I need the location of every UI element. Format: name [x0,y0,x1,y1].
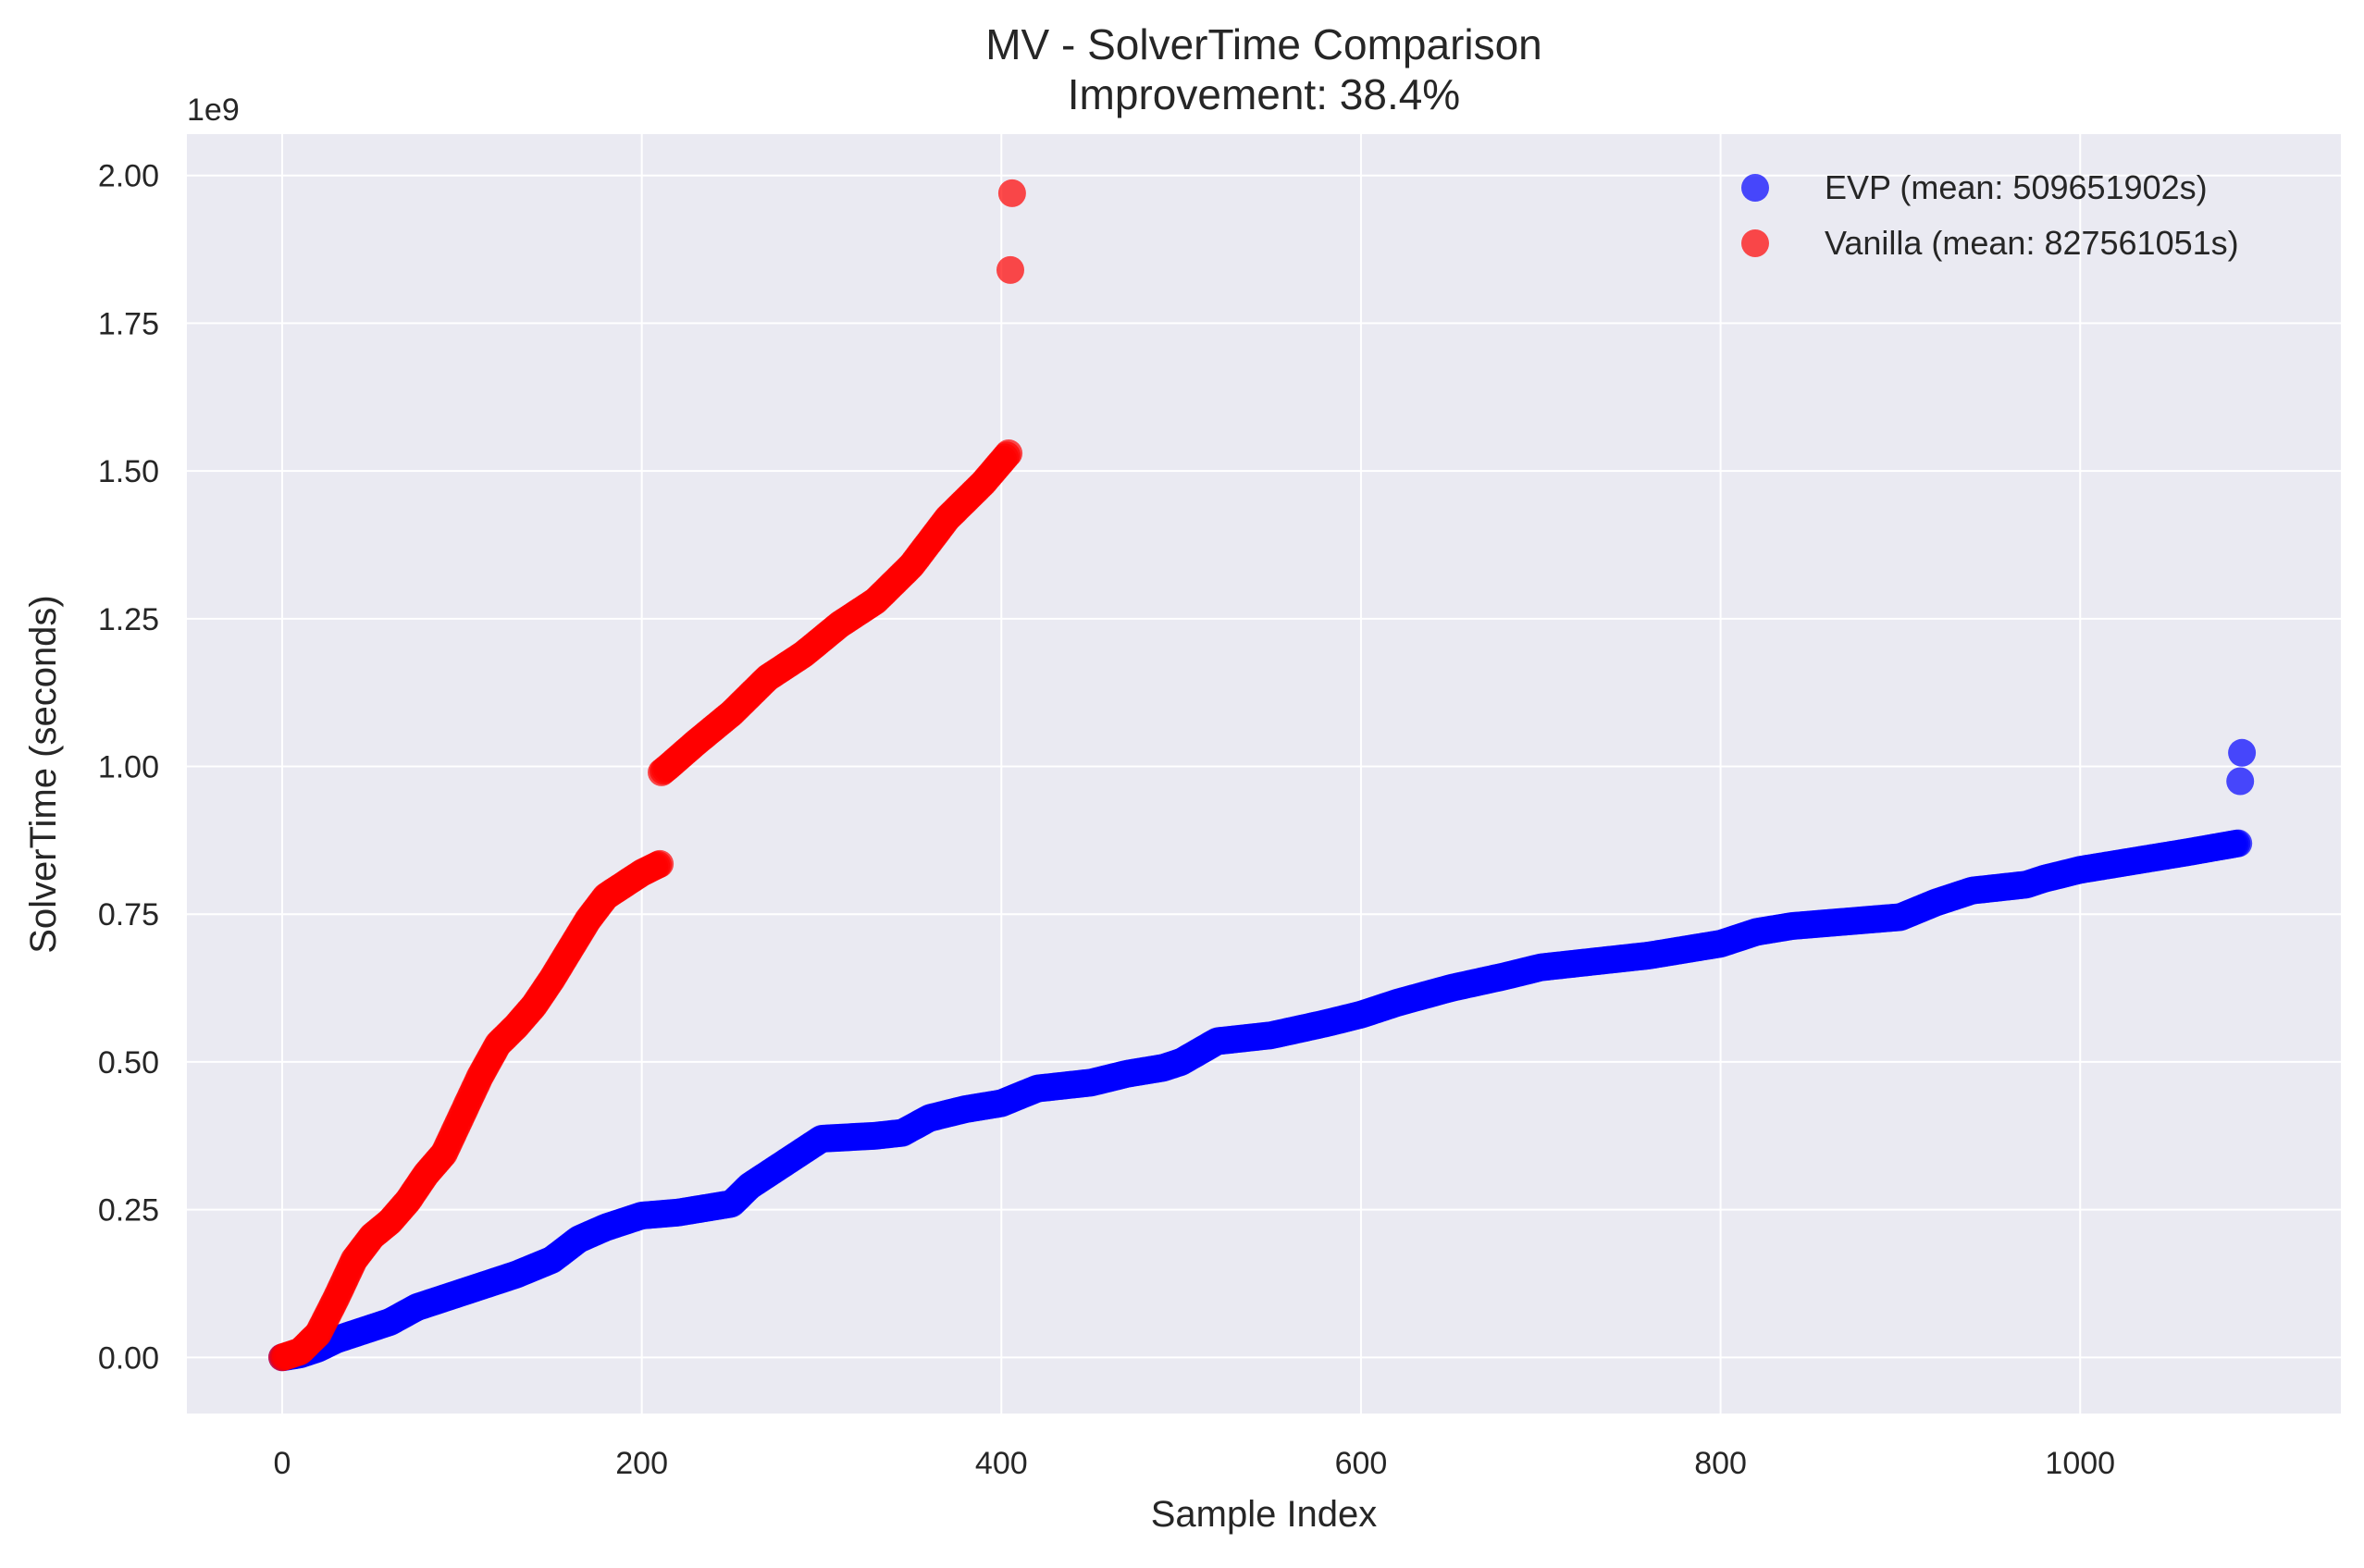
x-tick-label: 400 [975,1446,1028,1481]
y-tick-label: 1.50 [98,454,159,489]
x-tick-label: 200 [615,1446,668,1481]
outlier-point [2228,738,2257,767]
x-axis-label: Sample Index [1151,1494,1378,1535]
legend-marker-evp [1741,174,1769,202]
legend-marker-vanilla [1741,229,1769,257]
y-tick-label: 1.00 [98,750,159,785]
outlier-point [997,179,1026,207]
y-tick-label: 1.25 [98,602,159,637]
series-1-points [268,179,1026,1372]
y-tick-label: 1.75 [98,306,159,341]
data-point [995,439,1023,467]
y-offset-label: 1e9 [187,93,240,128]
x-tick-label: 1000 [2045,1446,2115,1481]
x-tick-label: 600 [1335,1446,1388,1481]
y-tick-labels: 0.00 0.25 0.50 0.75 1.00 1.25 1.50 1.75 2.00 [98,159,159,1377]
legend: EVP (mean: 509651902s) Vanilla (mean: 82… [1741,168,2239,262]
data-points [268,179,2257,1372]
chart-title-line1: MV - SolverTime Comparison [985,20,1542,68]
series-0-points [268,738,2257,1372]
legend-label-evp: EVP (mean: 509651902s) [1825,168,2208,206]
chart-title-line2: Improvement: 38.4% [1068,70,1460,118]
x-tick-label: 0 [274,1446,291,1481]
data-point [646,849,675,878]
y-tick-label: 0.25 [98,1193,159,1228]
x-tick-labels: 0 200 400 600 800 1000 [274,1446,2116,1481]
outlier-point [2226,767,2255,796]
y-axis-label: SolverTime (seconds) [23,595,64,954]
y-tick-label: 0.50 [98,1045,159,1080]
legend-label-vanilla: Vanilla (mean: 827561051s) [1825,224,2239,262]
outlier-point [996,255,1024,284]
y-tick-label: 2.00 [98,159,159,194]
plot-background [187,134,2341,1414]
data-point [2224,829,2253,858]
y-tick-label: 0.75 [98,897,159,932]
y-tick-label: 0.00 [98,1340,159,1376]
x-tick-label: 800 [1694,1446,1747,1481]
grid-lines [187,134,2341,1414]
